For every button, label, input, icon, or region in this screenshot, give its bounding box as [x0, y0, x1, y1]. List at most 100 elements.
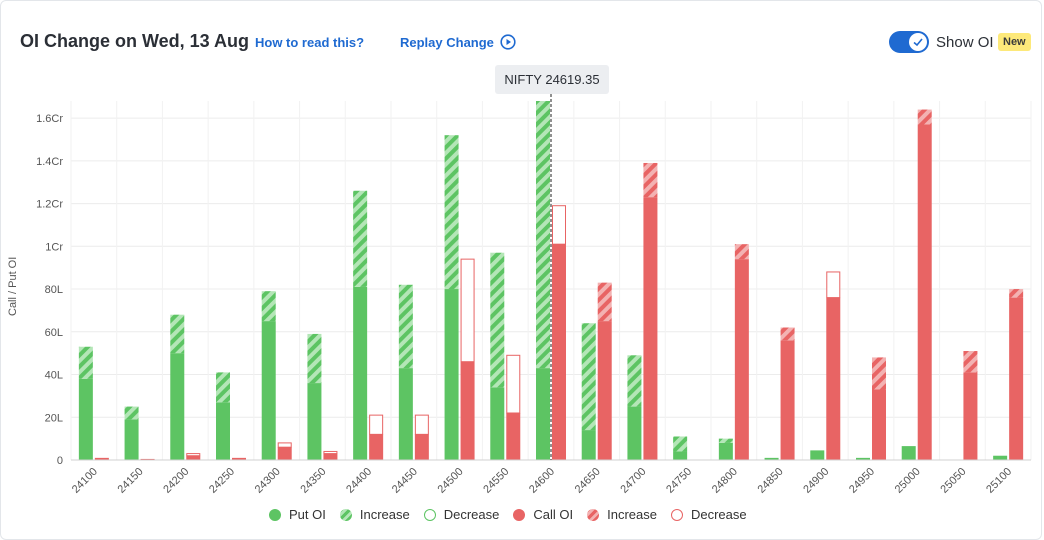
call-decrease-bar[interactable] [826, 271, 841, 299]
call-increase-bar[interactable] [963, 351, 978, 373]
play-circle-icon[interactable] [500, 34, 516, 50]
call-decrease-bar[interactable] [414, 414, 429, 435]
put-increase-bar[interactable] [673, 436, 688, 452]
call-oi-bar[interactable] [94, 457, 109, 460]
call-oi-bar[interactable] [277, 447, 292, 460]
x-tick-label: 24600 [527, 466, 557, 496]
x-tick-label: 24700 [618, 466, 648, 496]
put-increase-bar[interactable] [581, 323, 596, 431]
call-decrease-bar[interactable] [186, 453, 201, 457]
x-tick-label: 24250 [207, 466, 237, 496]
put-increase-swatch [339, 508, 352, 521]
put-increase-bar[interactable] [170, 314, 185, 354]
call-increase-bar[interactable] [1009, 289, 1024, 298]
replay-change-button[interactable]: Replay Change [400, 35, 494, 50]
put-increase-bar[interactable] [398, 284, 413, 369]
how-to-read-link[interactable]: How to read this? [255, 35, 365, 50]
call-decrease-bar[interactable] [277, 442, 292, 448]
call-decrease-bar[interactable] [323, 450, 338, 455]
x-tick-label: 24550 [481, 466, 511, 496]
put-oi-bar[interactable] [124, 419, 139, 460]
call-oi-bar[interactable] [1009, 297, 1024, 460]
legend-call-decrease[interactable]: Decrease [670, 507, 747, 522]
call-oi-bar[interactable] [140, 458, 155, 460]
call-increase-bar[interactable] [917, 109, 932, 125]
put-oi-bar[interactable] [78, 378, 93, 460]
x-tick-label: 24850 [756, 466, 786, 496]
legend-call-increase[interactable]: Increase [587, 507, 657, 522]
put-oi-bar[interactable] [536, 368, 550, 460]
call-oi-bar[interactable] [460, 361, 475, 460]
legend-label: Decrease [443, 507, 500, 522]
call-oi-bar[interactable] [872, 389, 886, 460]
call-increase-bar[interactable] [872, 357, 886, 390]
show-oi-toggle[interactable] [889, 31, 929, 53]
put-oi-bar[interactable] [901, 446, 916, 460]
legend-label: Increase [607, 507, 657, 522]
put-increase-bar[interactable] [307, 333, 322, 384]
legend-put-oi[interactable]: Put OI [269, 507, 326, 522]
x-tick-label: 24650 [573, 466, 603, 496]
y-tick-label: 0 [57, 455, 63, 467]
call-increase-bar[interactable] [643, 162, 658, 198]
call-oi-bar[interactable] [917, 124, 932, 460]
put-increase-bar[interactable] [261, 291, 276, 322]
put-oi-bar[interactable] [856, 457, 870, 460]
put-increase-bar[interactable] [444, 135, 459, 290]
call-oi-bar[interactable] [643, 197, 658, 461]
put-oi-bar[interactable] [398, 368, 413, 460]
call-oi-bar[interactable] [963, 372, 978, 460]
call-oi-bar[interactable] [506, 412, 521, 460]
call-oi-bar[interactable] [552, 244, 566, 460]
call-decrease-bar[interactable] [460, 258, 475, 363]
put-oi-bar[interactable] [764, 457, 779, 460]
call-decrease-bar[interactable] [369, 414, 384, 435]
call-oi-bar[interactable] [734, 259, 749, 460]
put-oi-bar[interactable] [627, 406, 642, 460]
put-oi-bar[interactable] [307, 383, 322, 460]
legend-put-decrease[interactable]: Decrease [423, 507, 500, 522]
spot-price-label: NIFTY 24619.35 [495, 65, 609, 94]
chart-legend: Put OI Increase Decrease Call OI Increas… [269, 507, 761, 522]
call-oi-bar[interactable] [780, 340, 795, 460]
put-increase-bar[interactable] [353, 190, 368, 287]
put-oi-bar[interactable] [444, 289, 459, 460]
put-increase-bar[interactable] [124, 406, 139, 420]
put-increase-bar[interactable] [718, 438, 733, 443]
put-increase-bar[interactable] [216, 372, 230, 403]
put-oi-bar[interactable] [718, 442, 733, 460]
call-decrease-bar[interactable] [552, 205, 566, 245]
call-oi-bar[interactable] [414, 434, 429, 460]
put-increase-bar[interactable] [627, 355, 642, 407]
call-oi-bar[interactable] [597, 321, 612, 460]
put-oi-bar[interactable] [216, 402, 230, 460]
put-oi-bar[interactable] [810, 450, 825, 460]
call-increase-bar[interactable] [734, 244, 749, 260]
call-oi-bar[interactable] [232, 457, 246, 460]
call-increase-bar[interactable] [780, 327, 795, 341]
call-increase-swatch [587, 508, 600, 521]
call-oi-bar[interactable] [186, 455, 201, 460]
put-oi-bar[interactable] [261, 321, 276, 460]
put-oi-bar[interactable] [353, 286, 368, 460]
call-oi-bar[interactable] [369, 434, 384, 460]
put-oi-bar[interactable] [170, 353, 185, 460]
put-oi-bar[interactable] [490, 387, 505, 460]
call-oi-bar[interactable] [826, 297, 841, 460]
call-oi-swatch [513, 508, 526, 521]
legend-call-oi[interactable]: Call OI [513, 507, 573, 522]
put-oi-bar[interactable] [993, 455, 1008, 460]
x-tick-label: 24800 [710, 466, 740, 496]
put-increase-bar[interactable] [536, 101, 550, 369]
put-increase-bar[interactable] [78, 346, 93, 379]
legend-label: Decrease [690, 507, 747, 522]
put-increase-bar[interactable] [490, 252, 505, 388]
call-decrease-bar[interactable] [506, 354, 521, 414]
y-tick-label: 60L [45, 327, 63, 339]
y-tick-label: 20L [45, 412, 63, 424]
call-increase-bar[interactable] [597, 282, 612, 322]
legend-put-increase[interactable]: Increase [339, 507, 410, 522]
call-oi-bar[interactable] [323, 453, 338, 460]
put-oi-bar[interactable] [673, 451, 688, 460]
put-oi-bar[interactable] [581, 430, 596, 460]
